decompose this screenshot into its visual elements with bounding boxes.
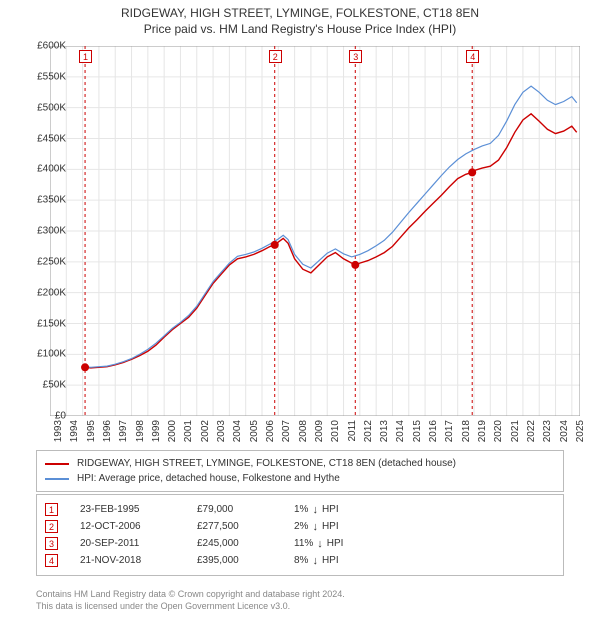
x-tick: 2003 bbox=[216, 420, 227, 442]
chart-container: RIDGEWAY, HIGH STREET, LYMINGE, FOLKESTO… bbox=[0, 0, 600, 620]
x-tick: 2017 bbox=[444, 420, 455, 442]
event-number-box: 1 bbox=[45, 503, 58, 516]
event-marker-box: 4 bbox=[466, 50, 479, 63]
legend-label: HPI: Average price, detached house, Folk… bbox=[77, 471, 340, 486]
chart-title-line1: RIDGEWAY, HIGH STREET, LYMINGE, FOLKESTO… bbox=[0, 6, 600, 20]
event-date: 12-OCT-2006 bbox=[80, 521, 175, 532]
x-tick: 1997 bbox=[118, 420, 129, 442]
chart-title-line2: Price paid vs. HM Land Registry's House … bbox=[0, 22, 600, 36]
chart-area bbox=[50, 46, 580, 416]
event-number-box: 3 bbox=[45, 537, 58, 550]
footer-attribution: Contains HM Land Registry data © Crown c… bbox=[36, 588, 345, 612]
event-pct: 2%↓HPI bbox=[294, 521, 384, 533]
event-row: 4 21-NOV-2018 £395,000 8%↓HPI bbox=[45, 552, 555, 569]
footer-line2: This data is licensed under the Open Gov… bbox=[36, 600, 345, 612]
legend: RIDGEWAY, HIGH STREET, LYMINGE, FOLKESTO… bbox=[36, 450, 564, 492]
y-tick: £150K bbox=[22, 318, 66, 329]
event-marker-box: 3 bbox=[349, 50, 362, 63]
event-marker-box: 1 bbox=[79, 50, 92, 63]
x-tick: 2005 bbox=[249, 420, 260, 442]
y-tick: £350K bbox=[22, 195, 66, 206]
x-tick: 2013 bbox=[379, 420, 390, 442]
arrow-down-icon: ↓ bbox=[312, 555, 318, 567]
x-tick: 2000 bbox=[167, 420, 178, 442]
x-tick: 2001 bbox=[183, 420, 194, 442]
x-tick: 2020 bbox=[493, 420, 504, 442]
y-tick: £400K bbox=[22, 164, 66, 175]
x-tick: 2019 bbox=[477, 420, 488, 442]
x-tick: 2011 bbox=[347, 420, 358, 442]
legend-swatch bbox=[45, 478, 69, 480]
event-price: £395,000 bbox=[197, 555, 272, 566]
x-tick: 1999 bbox=[151, 420, 162, 442]
x-tick: 2018 bbox=[461, 420, 472, 442]
event-price: £245,000 bbox=[197, 538, 272, 549]
event-pct: 11%↓HPI bbox=[294, 538, 384, 550]
x-tick: 2004 bbox=[232, 420, 243, 442]
event-date: 23-FEB-1995 bbox=[80, 504, 175, 515]
x-tick: 2023 bbox=[542, 420, 553, 442]
x-tick: 2002 bbox=[200, 420, 211, 442]
x-tick: 2008 bbox=[298, 420, 309, 442]
event-pct: 8%↓HPI bbox=[294, 555, 384, 567]
arrow-down-icon: ↓ bbox=[317, 538, 323, 550]
x-tick: 2016 bbox=[428, 420, 439, 442]
y-tick: £600K bbox=[22, 41, 66, 52]
x-tick: 1994 bbox=[69, 420, 80, 442]
x-tick: 2007 bbox=[281, 420, 292, 442]
x-tick: 2021 bbox=[510, 420, 521, 442]
x-tick: 2012 bbox=[363, 420, 374, 442]
legend-label: RIDGEWAY, HIGH STREET, LYMINGE, FOLKESTO… bbox=[77, 456, 456, 471]
x-tick: 2006 bbox=[265, 420, 276, 442]
event-row: 1 23-FEB-1995 £79,000 1%↓HPI bbox=[45, 501, 555, 518]
event-row: 2 12-OCT-2006 £277,500 2%↓HPI bbox=[45, 518, 555, 535]
event-date: 20-SEP-2011 bbox=[80, 538, 175, 549]
arrow-down-icon: ↓ bbox=[312, 504, 318, 516]
event-price: £79,000 bbox=[197, 504, 272, 515]
x-tick: 2009 bbox=[314, 420, 325, 442]
x-tick: 2014 bbox=[395, 420, 406, 442]
event-date: 21-NOV-2018 bbox=[80, 555, 175, 566]
legend-swatch bbox=[45, 463, 69, 465]
x-tick: 1998 bbox=[135, 420, 146, 442]
event-number-box: 2 bbox=[45, 520, 58, 533]
title-block: RIDGEWAY, HIGH STREET, LYMINGE, FOLKESTO… bbox=[0, 0, 600, 36]
legend-row: RIDGEWAY, HIGH STREET, LYMINGE, FOLKESTO… bbox=[45, 456, 555, 471]
arrow-down-icon: ↓ bbox=[312, 521, 318, 533]
x-tick: 2022 bbox=[526, 420, 537, 442]
y-tick: £500K bbox=[22, 102, 66, 113]
event-number-box: 4 bbox=[45, 554, 58, 567]
x-tick: 2024 bbox=[559, 420, 570, 442]
y-tick: £50K bbox=[22, 380, 66, 391]
y-tick: £550K bbox=[22, 71, 66, 82]
event-row: 3 20-SEP-2011 £245,000 11%↓HPI bbox=[45, 535, 555, 552]
x-tick: 1996 bbox=[102, 420, 113, 442]
y-tick: £200K bbox=[22, 287, 66, 298]
events-table: 1 23-FEB-1995 £79,000 1%↓HPI 2 12-OCT-2006 £27… bbox=[36, 494, 564, 576]
x-tick: 1995 bbox=[86, 420, 97, 442]
event-marker-box: 2 bbox=[269, 50, 282, 63]
legend-row: HPI: Average price, detached house, Folk… bbox=[45, 471, 555, 486]
x-tick: 2025 bbox=[575, 420, 586, 442]
chart-svg bbox=[50, 46, 580, 416]
x-tick: 1993 bbox=[53, 420, 64, 442]
event-price: £277,500 bbox=[197, 521, 272, 532]
x-tick: 2010 bbox=[330, 420, 341, 442]
y-tick: £100K bbox=[22, 349, 66, 360]
y-tick: £450K bbox=[22, 133, 66, 144]
event-pct: 1%↓HPI bbox=[294, 504, 384, 516]
y-tick: £250K bbox=[22, 256, 66, 267]
x-tick: 2015 bbox=[412, 420, 423, 442]
footer-line1: Contains HM Land Registry data © Crown c… bbox=[36, 588, 345, 600]
y-tick: £300K bbox=[22, 226, 66, 237]
